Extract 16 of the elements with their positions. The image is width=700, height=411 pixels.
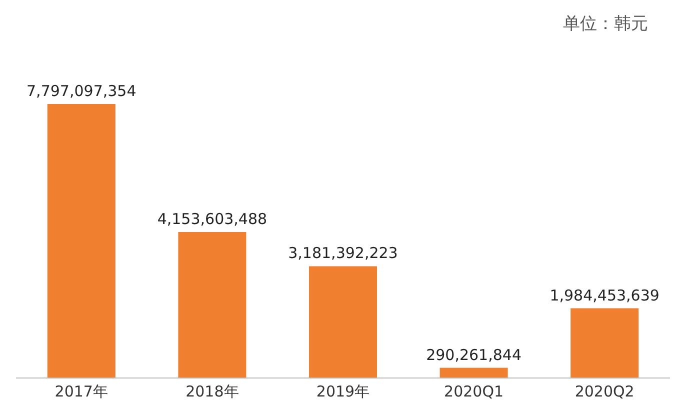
text: 单位：韩元 — [563, 13, 648, 35]
data-label: 7,797,097,354 — [26, 82, 136, 100]
data-label: 1,984,453,639 — [550, 286, 660, 304]
x-tick-label: 2020Q2 — [574, 382, 634, 401]
data-label: 3,181,392,223 — [288, 244, 398, 262]
data-label: 4,153,603,488 — [157, 210, 268, 228]
x-tick-label: 2019年 — [316, 382, 370, 401]
bar — [308, 266, 377, 378]
bar — [570, 308, 639, 378]
x-tick-label: 2020Q1 — [444, 382, 504, 401]
x-tick-label: 2017年 — [54, 382, 108, 401]
x-tick-label: 2018年 — [186, 382, 239, 401]
bar — [178, 232, 246, 378]
data-label: 290,261,844 — [426, 346, 522, 364]
bar — [440, 368, 508, 378]
bar — [47, 104, 116, 378]
